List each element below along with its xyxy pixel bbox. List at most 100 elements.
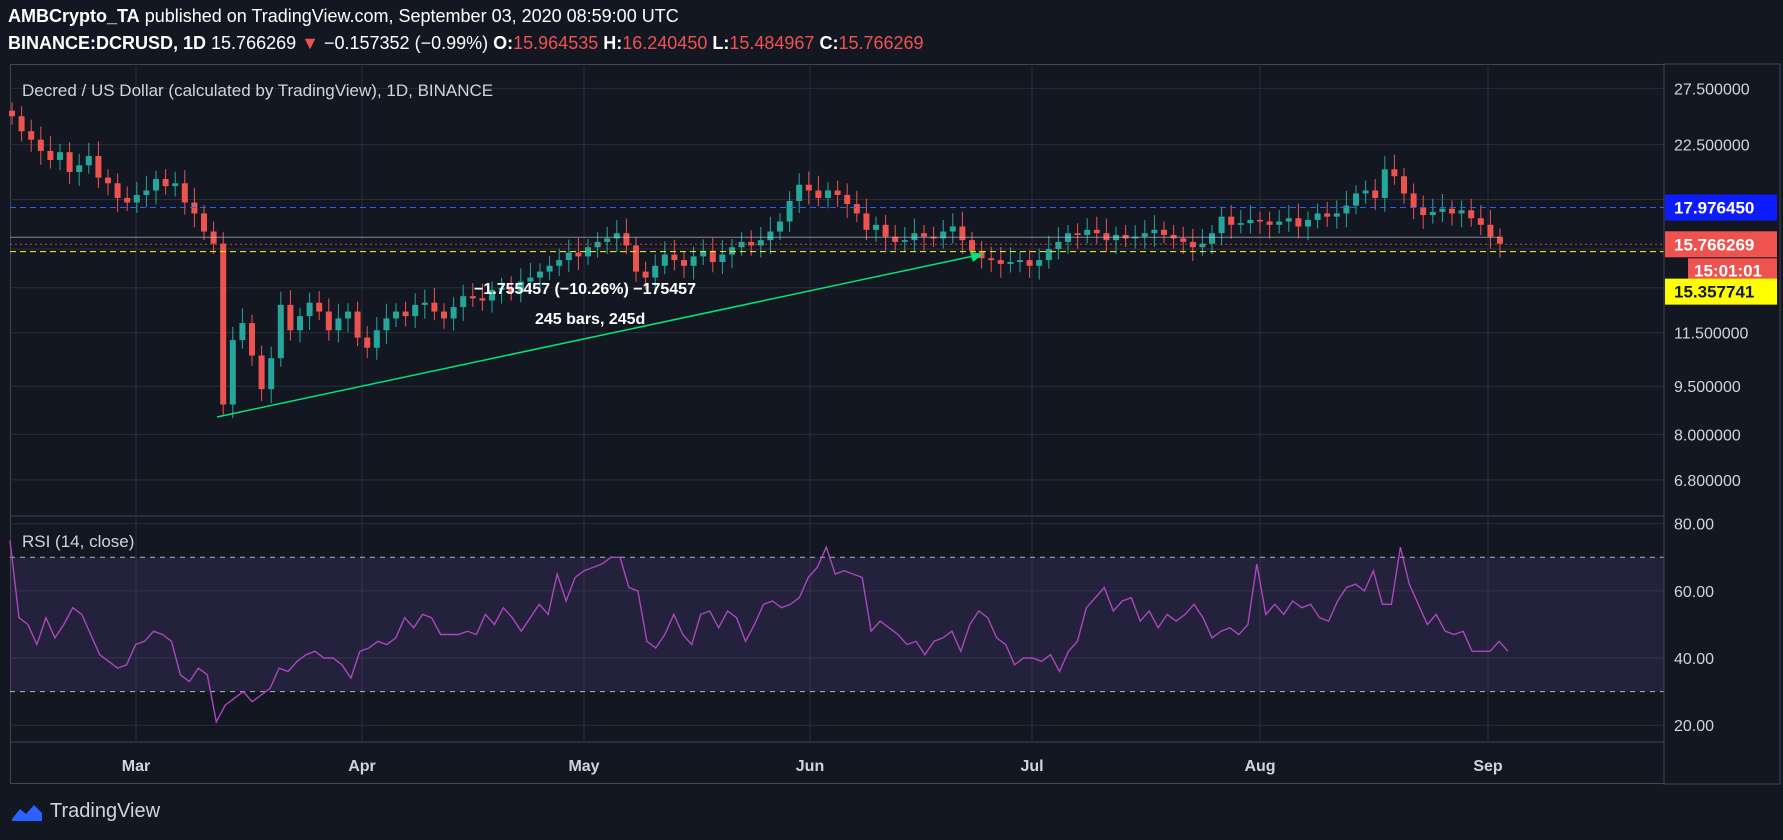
candle	[1228, 205, 1235, 239]
candle	[681, 251, 687, 278]
price-tick-label: 11.500000	[1674, 326, 1749, 343]
candle-body	[517, 281, 524, 292]
rsi-title: RSI (14, close)	[22, 532, 134, 551]
candle	[402, 301, 409, 327]
candle	[719, 239, 726, 275]
low-label: L:	[712, 33, 730, 53]
candle-body	[1228, 216, 1235, 225]
candle	[642, 261, 649, 290]
countdown-bg	[1688, 258, 1777, 283]
month-label: Jul	[1020, 758, 1043, 775]
candle-body	[1497, 236, 1503, 244]
candle	[249, 314, 255, 366]
candle	[1468, 198, 1475, 227]
candle-body	[354, 311, 361, 338]
candle	[450, 297, 457, 331]
candle-body	[1362, 190, 1369, 194]
candle	[940, 219, 947, 249]
candle-body	[969, 240, 975, 251]
candle-body	[892, 236, 899, 242]
candle-body	[1353, 193, 1359, 206]
candle	[661, 241, 668, 275]
candle-body	[402, 311, 409, 317]
candle-body	[143, 190, 150, 195]
candle	[777, 213, 783, 241]
candle	[220, 232, 227, 417]
candle	[1276, 209, 1283, 234]
candle	[815, 175, 822, 207]
candle-body	[767, 231, 774, 241]
candle	[393, 303, 399, 327]
price-axis: 27.50000022.50000018.50000015.50000013.5…	[1663, 63, 1781, 785]
candle-body	[287, 304, 294, 331]
candle	[517, 268, 524, 303]
grid	[10, 64, 1780, 743]
tradingview-logo[interactable]: TradingView	[10, 800, 160, 823]
close-label: C:	[819, 33, 839, 53]
candle-body	[594, 241, 601, 248]
candle	[287, 290, 294, 341]
candle-body	[604, 238, 611, 242]
candle-body	[1468, 210, 1475, 219]
candle-body	[1391, 169, 1398, 177]
current-price-label-bg	[1665, 231, 1777, 258]
candle	[1093, 216, 1100, 244]
candle	[1122, 225, 1129, 247]
candle	[37, 126, 44, 165]
low-value: 15.484967	[729, 33, 815, 53]
candle-body	[757, 240, 764, 246]
candle-body	[306, 302, 313, 317]
tradingview-logo-icon	[12, 804, 42, 821]
symbol-label: BINANCE:DCRUSD, 1D	[8, 33, 207, 53]
candle	[1285, 205, 1292, 232]
price-tick-label: 6.800000	[1674, 473, 1741, 490]
resistance-price-label-bg	[1665, 194, 1777, 221]
candle	[911, 218, 918, 253]
candle-body	[1161, 229, 1167, 235]
candle-body	[441, 311, 447, 319]
candle-body	[988, 258, 995, 261]
candle-body	[421, 302, 428, 305]
candle-body	[1333, 213, 1340, 217]
candle	[1180, 226, 1187, 254]
candle	[709, 237, 716, 273]
tradingview-brand: TradingView	[50, 800, 161, 822]
candle-body	[1170, 234, 1177, 239]
candle-body	[1180, 238, 1187, 242]
candle	[1410, 183, 1417, 220]
candle	[66, 142, 73, 185]
candle	[1189, 228, 1196, 262]
candle	[786, 191, 793, 232]
candle-body	[239, 323, 246, 341]
support-price-label: 15.357741	[1674, 283, 1754, 302]
candle-body	[1295, 218, 1302, 227]
candle	[1007, 247, 1014, 273]
candle-body	[393, 311, 399, 319]
candle	[1449, 200, 1455, 226]
candle-body	[1074, 233, 1081, 235]
candle-body	[479, 298, 486, 301]
chart-title: Decred / US Dollar (calculated by Tradin…	[22, 81, 493, 100]
candle-body	[786, 200, 793, 222]
candle	[1026, 250, 1033, 278]
candle-body	[364, 337, 371, 348]
candle	[796, 173, 803, 214]
candle-body	[901, 240, 908, 242]
candle	[9, 102, 15, 125]
publisher-name[interactable]: AMBCrypto_TA	[8, 6, 140, 26]
candle	[277, 291, 284, 367]
candle	[565, 239, 572, 273]
candle	[143, 175, 150, 207]
candle-body	[546, 265, 553, 272]
candle-body	[585, 247, 591, 257]
candle-body	[201, 213, 207, 232]
current-price-label: 15.766269	[1674, 235, 1754, 254]
measure-change-label: −1.755457 (−10.26%) −175457	[474, 281, 696, 298]
candle-body	[335, 318, 342, 331]
candle	[85, 142, 92, 174]
candle	[508, 276, 515, 301]
candle-body	[1218, 216, 1225, 234]
candle-body	[345, 311, 351, 319]
candle-body	[153, 179, 159, 191]
